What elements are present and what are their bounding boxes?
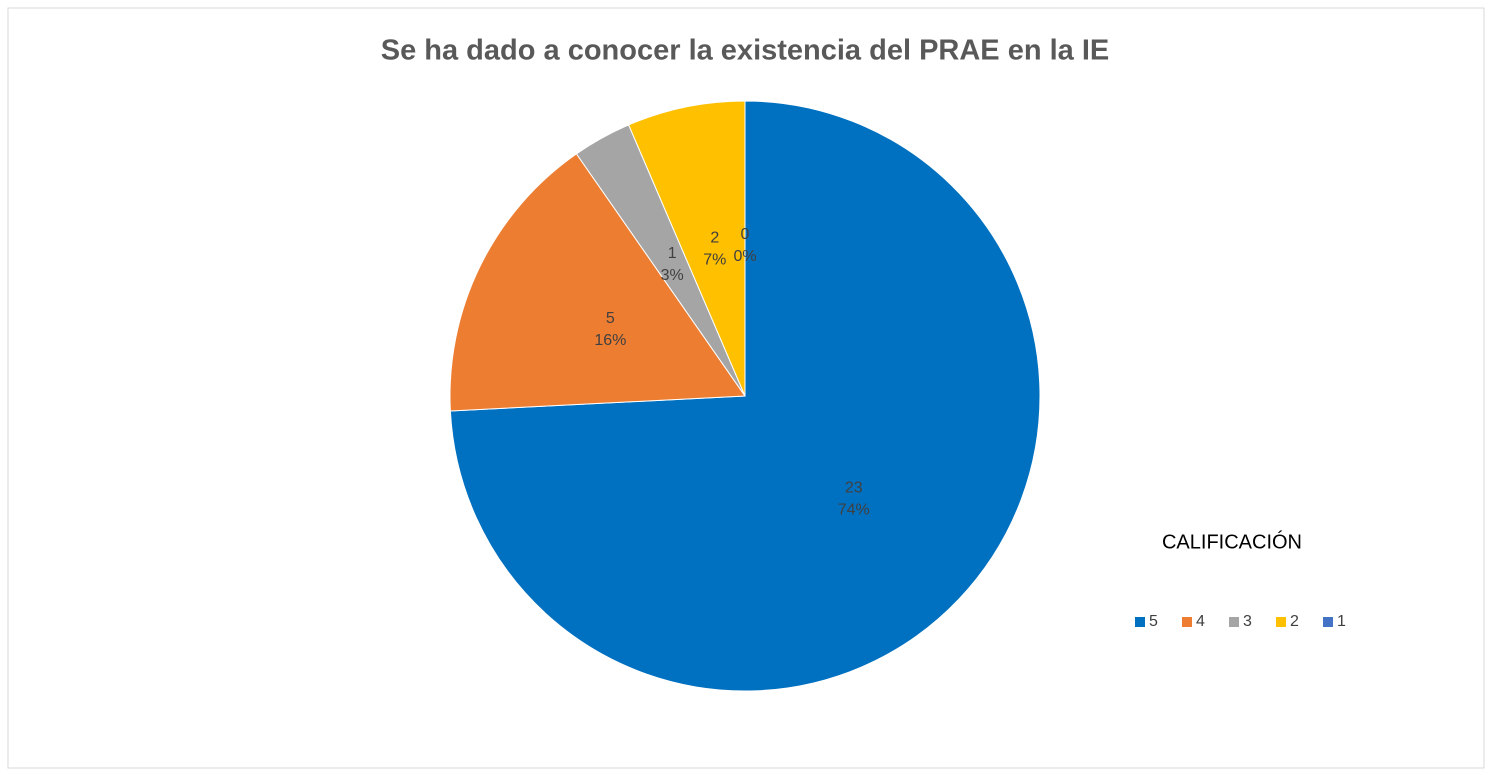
data-label-percent: 74% (838, 502, 870, 519)
legend-title: CALIFICACIÓN (1162, 530, 1302, 553)
data-label-percent: 3% (661, 267, 684, 284)
legend-swatch (1276, 617, 1286, 627)
data-label-percent: 7% (703, 251, 726, 268)
pie-slice (449, 153, 746, 412)
data-label: 0 (741, 226, 750, 243)
legend-label: 1 (1337, 613, 1346, 630)
data-label: 2 (710, 229, 719, 246)
legend-label: 2 (1290, 613, 1299, 630)
legend-label: 5 (1149, 613, 1158, 630)
legend-label: 3 (1243, 613, 1252, 630)
legend-swatch (1182, 617, 1192, 627)
legend-swatch (1135, 617, 1145, 627)
data-label-percent: 16% (594, 332, 626, 349)
legend-swatch (1229, 617, 1239, 627)
data-label: 5 (606, 310, 615, 327)
data-label-percent: 0% (733, 248, 756, 265)
legend-swatch (1323, 617, 1333, 627)
legend-label: 4 (1196, 613, 1205, 630)
chart-title: Se ha dado a conocer la existencia del P… (381, 35, 1110, 67)
data-label: 23 (845, 480, 863, 497)
pie-slice (628, 100, 746, 397)
data-label: 1 (668, 245, 677, 262)
